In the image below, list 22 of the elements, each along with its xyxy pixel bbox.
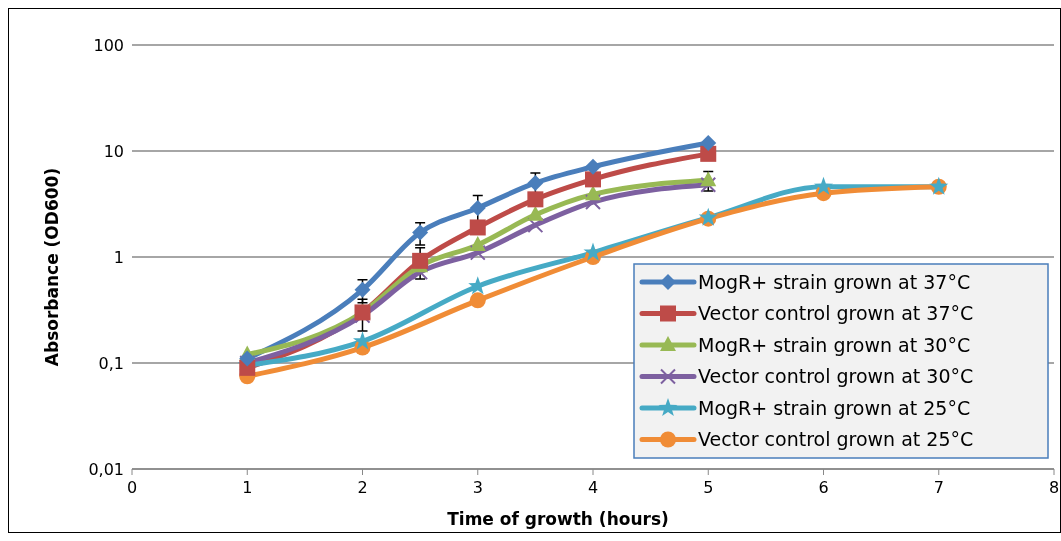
x-tick-label: 5 xyxy=(703,478,714,497)
x-tick-label: 8 xyxy=(1048,478,1060,497)
y-axis-title: Absorbance (OD600) xyxy=(42,167,62,367)
legend-label: MogR+ strain grown at 30°C xyxy=(698,333,971,356)
legend-label: MogR+ strain grown at 25°C xyxy=(698,396,971,419)
legend-label: MogR+ strain grown at 37°C xyxy=(698,270,971,293)
y-tick-label: 10 xyxy=(103,141,124,161)
x-tick-label: 7 xyxy=(933,478,944,497)
x-tick-label: 6 xyxy=(818,478,829,497)
legend-label: Vector control grown at 37°C xyxy=(698,302,974,325)
x-tick-label: 3 xyxy=(472,478,483,497)
x-axis-title: Time of growth (hours) xyxy=(447,509,669,529)
y-tick-label: 0,01 xyxy=(88,459,124,479)
x-tick-label: 4 xyxy=(587,478,599,497)
x-tick-label: 0 xyxy=(126,478,138,497)
y-tick-label: 1 xyxy=(113,247,124,267)
legend-label: Vector control grown at 30°C xyxy=(698,365,974,388)
y-tick-label: 100 xyxy=(93,35,124,55)
y-tick-label: 0,1 xyxy=(98,353,124,373)
legend-label: Vector control grown at 25°C xyxy=(698,428,974,451)
x-tick-label: 1 xyxy=(242,478,253,497)
x-tick-label: 2 xyxy=(357,478,368,497)
